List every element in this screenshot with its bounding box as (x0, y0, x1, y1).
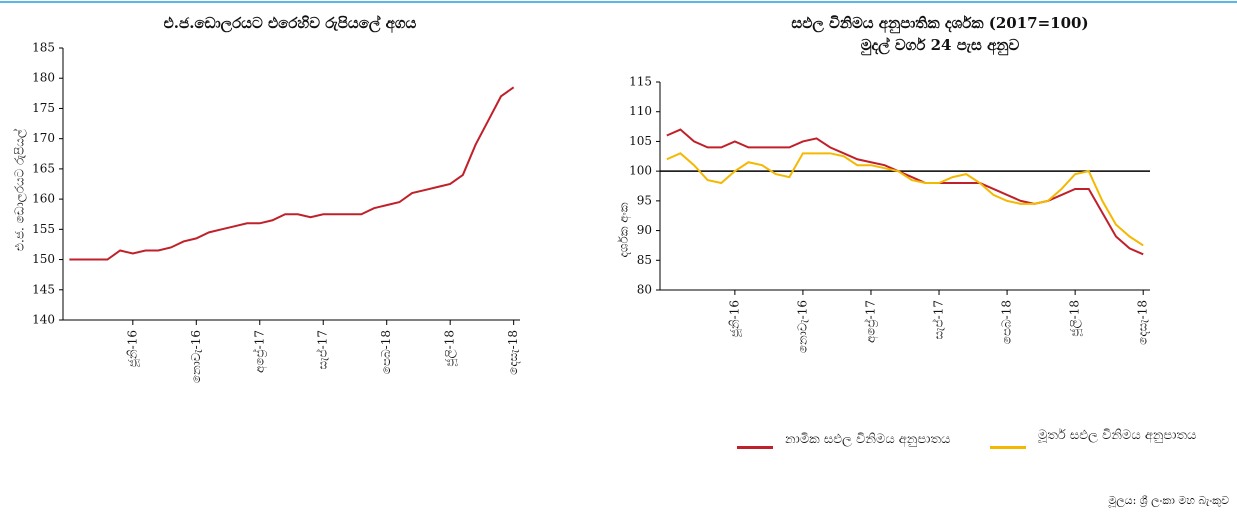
y-tick-label: 85 (637, 253, 652, 267)
y-tick-label: 175 (32, 101, 55, 115)
y-tick-label: 185 (32, 41, 55, 55)
legend-label: නාමික සඵල විනිමය අනුපාතය (785, 432, 951, 447)
y-tick-label: 160 (32, 192, 55, 206)
x-tick-label: ජූනි-16 (125, 330, 140, 367)
legend-swatch (737, 446, 773, 449)
x-tick-label: ජූලි-18 (443, 330, 458, 367)
source-note: මූලය: ශ්‍රී ලංකා මහ බැංකුව (1108, 494, 1229, 507)
x-tick-label: සැප්-17 (931, 300, 945, 339)
x-tick-label: දෙසැ-18 (1136, 300, 1150, 345)
y-tick-label: 80 (637, 283, 652, 297)
legend-label: මූර්ත සඵල විනිමය අනුපාතය (1038, 428, 1197, 443)
chart-subtitle: මුදල් වර්ග 24 පැස අනුව (861, 36, 1020, 56)
x-tick-label: නොවැ-16 (795, 300, 809, 353)
y-tick-label: 145 (32, 282, 55, 296)
x-tick-label: ජූලි-18 (1068, 300, 1083, 337)
x-tick-label: පෙබ-18 (379, 330, 393, 374)
data-line (69, 86, 515, 261)
y-axis-label: එ.ජ. ඩොලරයට රුපියල් (12, 129, 27, 251)
y-tick-label: 150 (32, 252, 55, 266)
x-tick-label: අප්‍රේ-17 (863, 300, 878, 343)
y-tick-label: 100 (629, 164, 652, 178)
y-tick-label: 170 (32, 131, 55, 145)
data-line (666, 152, 1144, 247)
x-tick-label: අප්‍රේ-17 (252, 330, 267, 373)
legend-swatch (990, 446, 1026, 449)
y-tick-label: 155 (32, 222, 55, 236)
x-tick-label: නොවැ-16 (189, 330, 203, 383)
y-tick-label: 115 (629, 75, 652, 89)
y-tick-label: 140 (32, 313, 55, 327)
chart-title: සඵල විනිමය අනුපාතික දර්ශක (2017=100) (791, 14, 1088, 34)
y-tick-label: 90 (637, 223, 652, 237)
chart-title: එ.ජ.ඩොලරයට එරෙහිව රුපියලේ අගය (164, 14, 417, 33)
x-tick-label: ජූනි-16 (727, 300, 742, 337)
y-tick-label: 110 (629, 104, 652, 118)
y-tick-label: 105 (629, 134, 652, 148)
y-tick-label: 165 (32, 161, 55, 175)
y-tick-label: 95 (637, 193, 652, 207)
x-tick-label: දෙසැ-18 (506, 330, 520, 375)
data-line (666, 128, 1144, 256)
x-tick-label: පෙබ-18 (1000, 300, 1014, 344)
y-axis-label: දර්ශක අංක (617, 202, 632, 257)
x-tick-label: සැප්-17 (316, 330, 330, 369)
y-tick-label: 180 (32, 71, 55, 85)
